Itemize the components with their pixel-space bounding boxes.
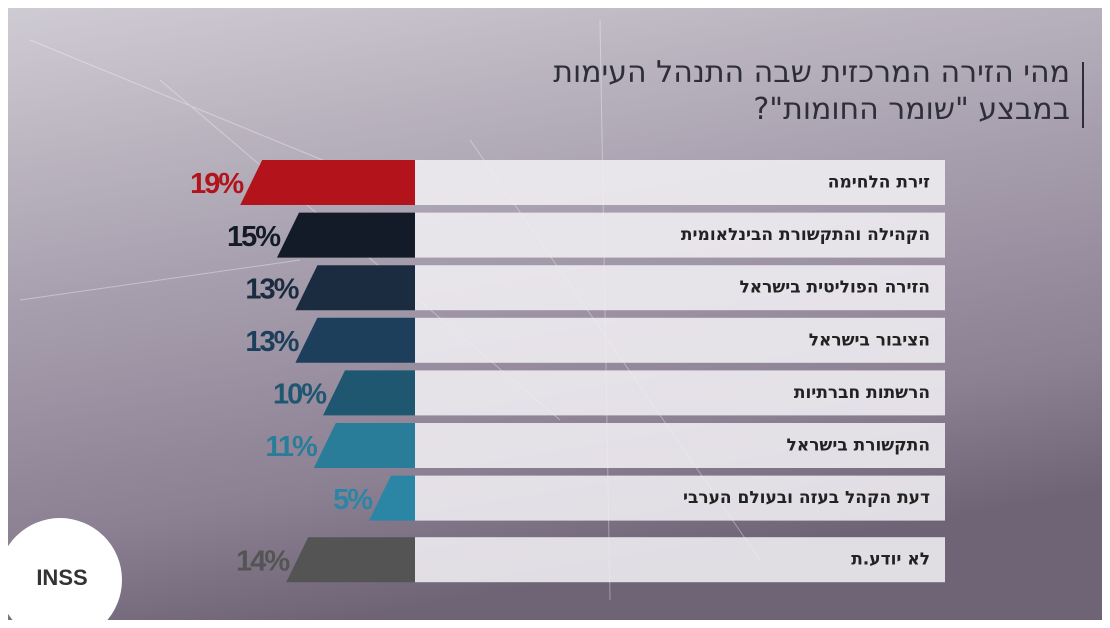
value-label: 13% — [245, 326, 299, 358]
bar — [295, 317, 415, 363]
logo: INSS — [36, 565, 87, 590]
category-label: דעת הקהל בעזה ובעולם הערבי — [683, 488, 930, 508]
label-box — [415, 537, 945, 583]
label-box — [415, 475, 945, 521]
bar — [323, 370, 415, 416]
category-label: הזירה הפוליטית בישראל — [739, 278, 930, 298]
label-box — [415, 265, 945, 311]
value-label: 19% — [190, 168, 244, 200]
bar — [369, 475, 415, 521]
title-bar — [1082, 62, 1084, 128]
label-box — [415, 317, 945, 363]
category-label: לא יודע.ת — [851, 550, 930, 570]
bar — [277, 212, 415, 258]
bar — [240, 160, 415, 205]
label-box — [415, 423, 945, 468]
category-label: הקהילה והתקשורת הבינלאומית — [681, 225, 930, 245]
category-label: הרשתות חברתיות — [794, 383, 930, 403]
value-label: 14% — [236, 545, 290, 577]
bar — [313, 423, 415, 468]
category-label: התקשורת בישראל — [787, 436, 930, 456]
value-label: 15% — [227, 221, 281, 253]
value-label: 5% — [333, 484, 373, 516]
value-label: 10% — [273, 379, 327, 411]
label-box — [415, 212, 945, 258]
category-label: הציבור בישראל — [809, 330, 930, 350]
chart-title: במבצע "שומר החומות"? — [753, 92, 1070, 127]
logo-badge — [0, 518, 122, 628]
bar — [286, 537, 415, 583]
value-label: 13% — [245, 273, 299, 305]
label-box — [415, 160, 945, 205]
category-label: זירת הלחימה — [828, 173, 930, 193]
chart-title: מהי הזירה המרכזית שבה התנהל העימות — [553, 55, 1070, 90]
label-box — [415, 370, 945, 416]
bar — [295, 265, 415, 311]
value-label: 11% — [265, 431, 318, 463]
